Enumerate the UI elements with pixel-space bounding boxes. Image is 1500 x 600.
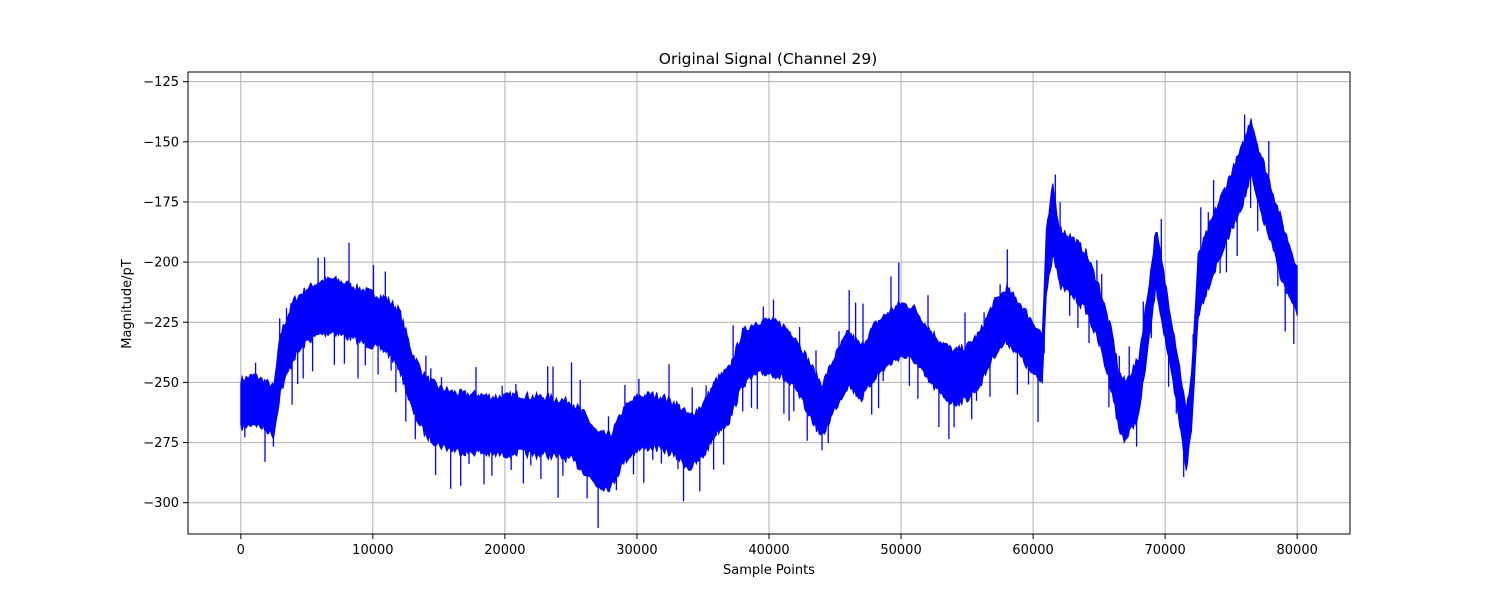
y-axis: −125 −150 −175 −200 −225 −250 −275 −300 bbox=[143, 75, 188, 511]
x-tick-label: 60000 bbox=[1012, 543, 1053, 558]
x-tick-label: 50000 bbox=[880, 543, 921, 558]
y-tick-label: −150 bbox=[143, 135, 179, 150]
x-tick-label: 10000 bbox=[352, 543, 393, 558]
chart-title: Original Signal (Channel 29) bbox=[659, 50, 878, 68]
y-tick-label: −125 bbox=[143, 75, 179, 90]
x-tick-label: 80000 bbox=[1277, 543, 1318, 558]
y-tick-label: −175 bbox=[143, 195, 179, 210]
y-tick-label: −225 bbox=[143, 316, 179, 331]
x-tick-label: 0 bbox=[237, 543, 245, 558]
plot-area bbox=[240, 114, 1298, 528]
signal-band bbox=[240, 118, 1298, 493]
x-tick-label: 30000 bbox=[616, 543, 657, 558]
y-axis-label: Magnitude/pT bbox=[120, 259, 135, 349]
y-tick-label: −200 bbox=[143, 256, 179, 271]
y-tick-label: −275 bbox=[143, 436, 179, 451]
x-tick-label: 40000 bbox=[748, 543, 789, 558]
x-axis-label: Sample Points bbox=[723, 563, 815, 578]
x-axis: 0 10000 20000 30000 40000 50000 60000 70000 8000… bbox=[237, 534, 1318, 558]
x-tick-label: 70000 bbox=[1144, 543, 1185, 558]
y-tick-label: −250 bbox=[143, 376, 179, 391]
y-tick-label: −300 bbox=[143, 496, 179, 511]
x-tick-label: 20000 bbox=[484, 543, 525, 558]
